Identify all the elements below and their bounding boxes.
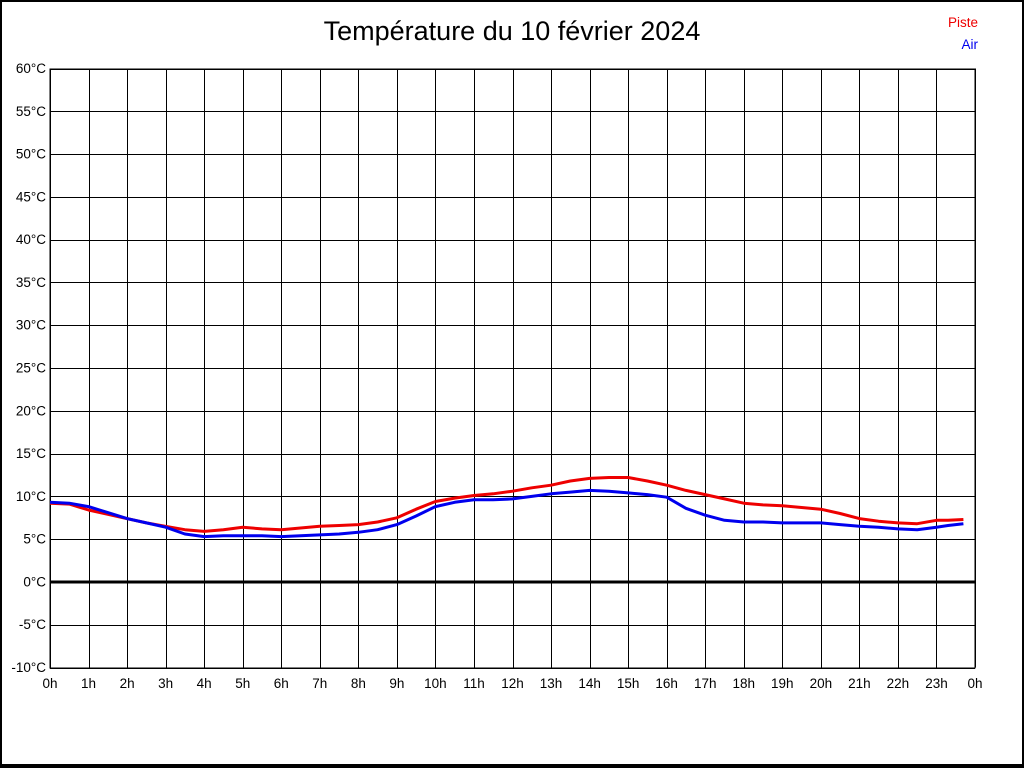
y-axis-tick-label: 25°C	[16, 361, 46, 376]
x-axis-tick-label: 0h	[967, 676, 982, 691]
x-axis-tick-label: 17h	[694, 676, 717, 691]
y-axis-tick-label: 15°C	[16, 446, 46, 461]
x-axis-tick-label: 16h	[655, 676, 678, 691]
x-axis-tick-label: 8h	[351, 676, 366, 691]
x-axis-tick-label: 5h	[235, 676, 250, 691]
y-axis-tick-label: -5°C	[19, 617, 46, 632]
y-axis-tick-label: 55°C	[16, 104, 46, 119]
y-axis-tick-label: 60°C	[16, 61, 46, 76]
x-axis-tick-label: 15h	[617, 676, 640, 691]
plot-border	[49, 68, 976, 669]
x-axis-tick-label: 0h	[42, 676, 57, 691]
y-axis-tick-label: 40°C	[16, 232, 46, 247]
x-axis-tick-label: 7h	[312, 676, 327, 691]
legend-item-piste: Piste	[947, 15, 978, 30]
x-axis-tick-label: 20h	[810, 676, 833, 691]
x-axis-tick-label: 3h	[158, 676, 173, 691]
y-axis-tick-label: 35°C	[16, 275, 46, 290]
x-axis-tick-label: 22h	[887, 676, 910, 691]
y-axis-tick-label: -10°C	[11, 660, 46, 675]
series-line-piste	[49, 476, 964, 533]
x-axis-tick-label: 9h	[389, 676, 404, 691]
x-axis-tick-label: 13h	[540, 676, 563, 691]
y-axis-tick-label: 20°C	[16, 403, 46, 418]
x-axis-tick-label: 6h	[274, 676, 289, 691]
series-line-air	[49, 488, 964, 539]
x-axis-tick-label: 1h	[81, 676, 96, 691]
x-axis-tick-label: 10h	[424, 676, 447, 691]
x-axis-tick-label: 14h	[578, 676, 601, 691]
x-axis-tick-label: 23h	[925, 676, 948, 691]
legend-item-air: Air	[961, 37, 979, 52]
y-axis-tick-label: 10°C	[16, 489, 46, 504]
chart-title: Température du 10 février 2024	[323, 16, 701, 46]
y-axis-tick-label: 0°C	[23, 574, 46, 589]
y-axis-tick-label: 30°C	[16, 318, 46, 333]
y-axis-tick-label: 50°C	[16, 147, 46, 162]
y-axis-tick-label: 45°C	[16, 189, 46, 204]
x-axis-tick-label: 2h	[120, 676, 135, 691]
x-axis-tick-label: 19h	[771, 676, 794, 691]
x-axis-tick-label: 4h	[197, 676, 212, 691]
x-axis-tick-label: 11h	[463, 676, 485, 691]
x-axis-tick-label: 18h	[732, 676, 755, 691]
y-axis-tick-label: 5°C	[23, 532, 46, 547]
legend: Piste Air	[948, 12, 978, 56]
x-axis-tick-label: 21h	[848, 676, 871, 691]
x-axis-tick-label: 12h	[501, 676, 524, 691]
